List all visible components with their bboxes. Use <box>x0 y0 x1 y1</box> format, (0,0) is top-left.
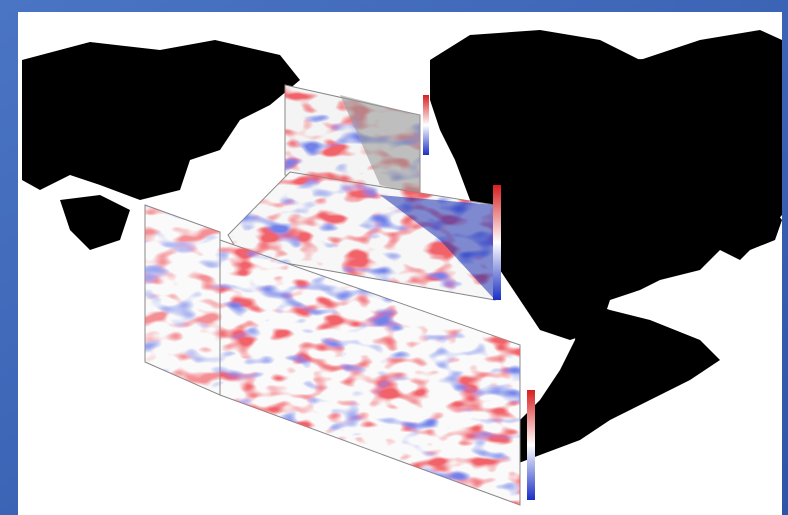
title-subscript: AOU <box>708 72 781 107</box>
colorbar <box>493 185 501 300</box>
title-main: nC <box>632 38 708 97</box>
colorbar <box>527 390 535 500</box>
slide: ΔnCAOU <box>0 0 788 515</box>
title-symbol: Δ <box>583 38 622 97</box>
colorbar <box>423 95 429 155</box>
section-left <box>145 205 220 395</box>
